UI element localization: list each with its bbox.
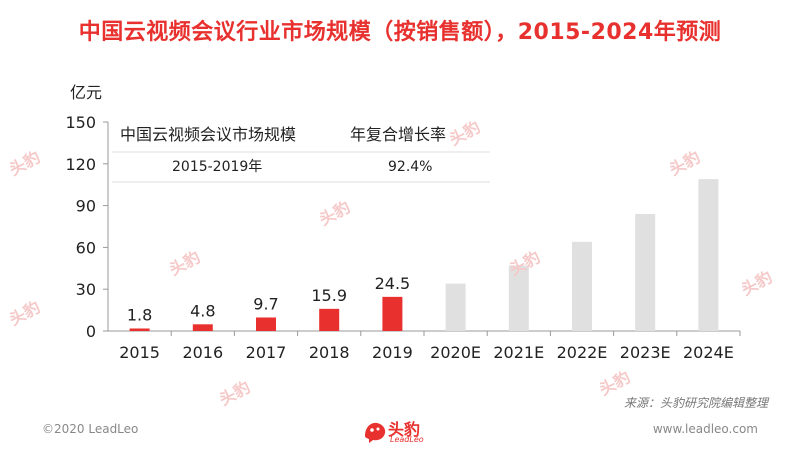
x-tick-label: 2023E	[620, 343, 671, 362]
x-tick-label: 2020E	[430, 343, 481, 362]
logo-subtext: LeadLeo	[390, 435, 424, 444]
bar-actual	[319, 308, 340, 331]
bar-actual	[129, 328, 150, 331]
bars-group	[129, 179, 719, 331]
page-title: 中国云视频会议行业市场规模（按销售额），2015-2024年预测	[78, 20, 722, 45]
table-cell-period: 2015-2019年	[172, 159, 262, 175]
y-tick-label: 150	[65, 113, 96, 132]
y-tick-label: 60	[76, 238, 96, 257]
table-header-market: 中国云视频会议市场规模	[120, 125, 296, 144]
leadleo-logo: 头豹 LeadLeo	[362, 416, 442, 446]
x-tick-label: 2019	[372, 343, 413, 362]
y-tick-label: 90	[76, 197, 96, 216]
bar-forecast	[445, 283, 466, 331]
y-axis-label: 亿元	[70, 83, 102, 102]
leopard-logo-icon	[365, 422, 386, 443]
bar-actual	[256, 317, 276, 331]
data-label: 4.8	[190, 301, 215, 320]
data-label: 9.7	[253, 294, 278, 313]
bar-forecast	[635, 213, 656, 331]
x-tick-label: 2018	[309, 343, 350, 362]
x-tick-label: 2015	[119, 343, 160, 362]
table-cell-cagr: 92.4%	[388, 159, 432, 175]
x-axis: 2015 2016 2017 2018 2019 2020E 2021E 2022E 2023E…	[108, 330, 741, 362]
bar-actual	[382, 296, 403, 331]
bar-actual	[192, 324, 213, 331]
bar-forecast	[572, 241, 592, 331]
logo-text: 头豹	[388, 420, 421, 439]
y-tick-label: 120	[65, 155, 96, 174]
x-tick-label: 2016	[182, 343, 223, 362]
y-tick-label: 0	[86, 322, 96, 341]
source-note: 来源：头豹研究院编辑整理	[623, 396, 768, 410]
x-tick-label: 2017	[246, 343, 287, 362]
x-tick-label: 2021E	[493, 343, 544, 362]
y-tick-label: 30	[76, 280, 96, 299]
x-tick-label: 2022E	[557, 343, 608, 362]
table-header-cagr: 年复合增长率	[350, 125, 446, 144]
website-link[interactable]: www.leadleo.com	[652, 422, 758, 436]
x-tick-label: 2024E	[683, 343, 734, 362]
bar-forecast	[508, 265, 529, 331]
data-label: 1.8	[127, 305, 152, 324]
cagr-table: 中国云视频会议市场规模 年复合增长率 2015-2019年 92.4%	[112, 125, 490, 183]
copyright: ©2020 LeadLeo	[42, 422, 139, 436]
bar-forecast	[698, 179, 719, 331]
y-axis: 亿元 0 30 60 90 120 150	[65, 83, 109, 341]
data-labels-group: 1.8 4.8 9.7 15.9 24.5	[127, 274, 410, 325]
data-label: 24.5	[375, 274, 411, 293]
data-label: 15.9	[311, 286, 347, 305]
